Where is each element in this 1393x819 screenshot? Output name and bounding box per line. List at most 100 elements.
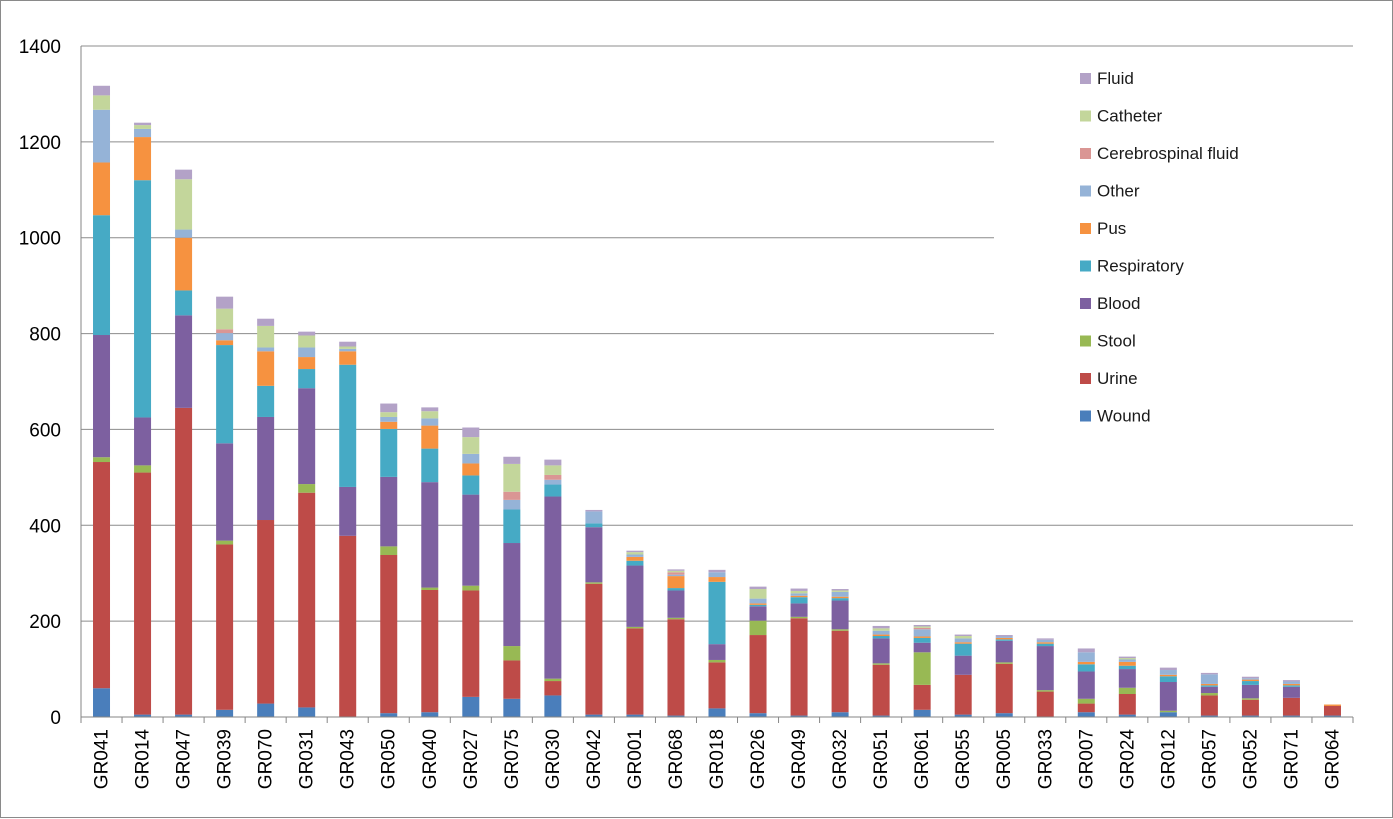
bar-segment xyxy=(872,663,890,665)
bar-segment xyxy=(913,626,931,628)
bar-segment xyxy=(216,296,234,309)
bar-segment xyxy=(626,565,644,627)
legend-item: Cerebrospinal fluid xyxy=(1080,144,1239,163)
bar-segment xyxy=(626,552,644,555)
bar-segment xyxy=(134,122,152,126)
bar-segment xyxy=(298,331,316,336)
bar-segment xyxy=(1282,681,1300,684)
x-tick-label: GR061 xyxy=(912,729,933,789)
bar-segment xyxy=(339,364,357,487)
bar-segment xyxy=(1077,648,1095,653)
legend-label: Respiratory xyxy=(1097,257,1184,276)
x-tick-label: GR049 xyxy=(789,729,810,789)
bar-segment xyxy=(1118,665,1136,670)
bar-segment xyxy=(1036,642,1054,644)
bar-segment xyxy=(298,369,316,389)
bar-segment xyxy=(1282,686,1300,698)
bar-segment xyxy=(298,347,316,358)
bar-segment xyxy=(1241,676,1259,679)
bar-segment xyxy=(1159,710,1177,713)
bar-segment xyxy=(134,180,152,418)
bar-segment xyxy=(790,616,808,619)
bar-segment xyxy=(995,662,1013,664)
x-tick-label: GR030 xyxy=(543,729,564,789)
bar-segment xyxy=(585,527,603,583)
bar-segment xyxy=(1118,714,1136,717)
bar-segment xyxy=(667,576,685,589)
bar-segment xyxy=(1118,656,1136,659)
bar-segment xyxy=(626,560,644,566)
legend-swatch xyxy=(1080,335,1091,347)
bar-segment xyxy=(749,598,767,604)
bar-segment xyxy=(298,492,316,708)
bar-stack xyxy=(667,569,685,717)
bar-segment xyxy=(913,652,931,685)
bar-segment xyxy=(585,523,603,528)
legend-item: Other xyxy=(1080,182,1140,201)
bar-segment xyxy=(626,714,644,717)
bar-stack xyxy=(1241,676,1259,717)
bar-segment xyxy=(995,636,1013,638)
bar-segment xyxy=(995,713,1013,717)
gridlines xyxy=(81,45,1353,622)
bar-segment xyxy=(421,411,439,419)
x-tick-label: GR075 xyxy=(502,729,523,789)
bar-segment xyxy=(913,709,931,717)
x-tick-label: GR041 xyxy=(92,729,113,789)
bar-segment xyxy=(380,546,398,556)
bar-segment xyxy=(749,606,767,621)
bar-segment xyxy=(1241,681,1259,685)
bar-segment xyxy=(1241,698,1259,700)
bar-segment xyxy=(872,634,890,637)
bar-segment xyxy=(749,620,767,636)
bar-segment xyxy=(339,348,357,352)
bar-stack xyxy=(134,122,152,717)
x-tick-label: GR039 xyxy=(215,729,236,789)
bar-segment xyxy=(134,472,152,715)
legend-swatch xyxy=(1080,373,1091,384)
bar-segment xyxy=(790,595,808,598)
bar-segment xyxy=(913,637,931,643)
bar-segment xyxy=(1159,682,1177,711)
bar-segment xyxy=(790,593,808,596)
bar-stack xyxy=(708,569,726,717)
bar-segment xyxy=(913,636,931,638)
bar-segment xyxy=(421,425,439,449)
bar-segment xyxy=(93,109,111,163)
x-tick-label: GR070 xyxy=(256,729,277,789)
x-tick-label: GR027 xyxy=(461,729,482,789)
bar-segment xyxy=(1282,683,1300,686)
bar-stack xyxy=(1200,672,1218,717)
bar-segment xyxy=(667,617,685,620)
bar-segment xyxy=(175,229,193,238)
bar-segment xyxy=(1200,672,1218,675)
bar-segment xyxy=(1241,684,1259,699)
bar-segment xyxy=(790,715,808,717)
bar-stack xyxy=(462,427,480,717)
bar-segment xyxy=(585,714,603,717)
x-tick-label: GR007 xyxy=(1076,729,1097,789)
x-axis-tick-labels: GR041 GR014 GR047 GR039 GR070 GR031 GR043 GR050… xyxy=(92,729,1344,790)
x-tick-label: GR064 xyxy=(1322,729,1343,790)
bar-segment xyxy=(790,603,808,617)
bar-segment xyxy=(790,588,808,591)
x-tick-label: GR018 xyxy=(707,729,728,789)
bar-segment xyxy=(421,448,439,483)
bar-segment xyxy=(544,459,562,466)
y-tick-label: 800 xyxy=(29,325,61,346)
bar-stack xyxy=(831,589,849,717)
x-tick-label: GR055 xyxy=(953,729,974,789)
bar-segment xyxy=(257,703,275,717)
bar-stack xyxy=(1159,667,1177,717)
bar-stack xyxy=(1282,680,1300,717)
bar-stack xyxy=(1036,638,1054,717)
bar-segment xyxy=(544,484,562,497)
bar-segment xyxy=(913,629,931,637)
legend-item: Urine xyxy=(1080,369,1138,388)
bar-segment xyxy=(503,543,521,647)
bar-segment xyxy=(585,509,603,512)
x-tick-label: GR026 xyxy=(748,729,769,789)
bar-segment xyxy=(298,357,316,370)
legend-label: Urine xyxy=(1097,369,1138,388)
legend-label: Stool xyxy=(1097,332,1136,351)
